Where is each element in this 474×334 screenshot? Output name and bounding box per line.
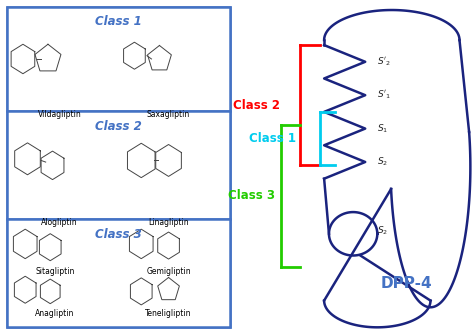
FancyBboxPatch shape bbox=[7, 111, 230, 219]
Text: Class 1: Class 1 bbox=[95, 15, 142, 28]
Text: Gemigliptin: Gemigliptin bbox=[146, 267, 191, 276]
Text: Linagliptin: Linagliptin bbox=[148, 218, 189, 227]
Text: Teneligliptin: Teneligliptin bbox=[146, 309, 192, 318]
Text: $S_2$: $S_2$ bbox=[377, 224, 388, 237]
Text: Class 3: Class 3 bbox=[95, 227, 142, 240]
FancyBboxPatch shape bbox=[7, 7, 230, 327]
FancyBboxPatch shape bbox=[7, 219, 230, 327]
Text: Class 2: Class 2 bbox=[233, 99, 280, 112]
Text: Sitagliptin: Sitagliptin bbox=[35, 267, 74, 276]
Text: Vildagliptin: Vildagliptin bbox=[37, 110, 81, 119]
Text: Class 3: Class 3 bbox=[228, 189, 275, 202]
FancyBboxPatch shape bbox=[7, 7, 230, 111]
Text: Saxagliptin: Saxagliptin bbox=[147, 110, 190, 119]
Text: $S'_1$: $S'_1$ bbox=[377, 89, 391, 102]
Text: Class 2: Class 2 bbox=[95, 120, 142, 133]
Text: DPP-4: DPP-4 bbox=[381, 277, 432, 291]
Text: Anagliptin: Anagliptin bbox=[35, 309, 74, 318]
Text: $S_2$: $S_2$ bbox=[377, 156, 388, 168]
Text: Class 1: Class 1 bbox=[249, 132, 296, 145]
Text: $S'_2$: $S'_2$ bbox=[377, 55, 391, 68]
Text: Alogliptin: Alogliptin bbox=[41, 218, 78, 227]
Text: $S_1$: $S_1$ bbox=[377, 122, 389, 135]
